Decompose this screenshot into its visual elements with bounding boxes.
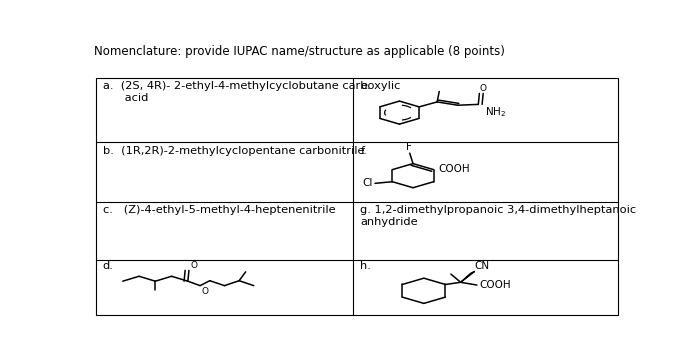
Text: NH$_2$: NH$_2$: [485, 105, 506, 119]
Text: a.  (2S, 4R)- 2-ethyl-4-methylcyclobutane carboxylic
      acid: a. (2S, 4R)- 2-ethyl-4-methylcyclobutane…: [103, 82, 400, 103]
Text: CN: CN: [474, 261, 489, 271]
Polygon shape: [461, 271, 475, 282]
Text: O: O: [190, 261, 197, 269]
Text: COOH: COOH: [479, 280, 511, 290]
Text: c.   (Z)-4-ethyl-5-methyl-4-heptenenitrile: c. (Z)-4-ethyl-5-methyl-4-heptenenitrile: [103, 205, 335, 215]
Text: COOH: COOH: [438, 163, 470, 173]
Text: F: F: [406, 142, 412, 152]
Text: Nomenclature: provide IUPAC name/structure as applicable (8 points): Nomenclature: provide IUPAC name/structu…: [94, 45, 505, 58]
Text: e.: e.: [360, 82, 371, 91]
Text: b.  (1R,2R)-2-methylcyclopentane carbonitrile: b. (1R,2R)-2-methylcyclopentane carbonit…: [103, 146, 364, 156]
Text: g. 1,2-dimethylpropanoic 3,4-dimethylheptanoic
anhydride: g. 1,2-dimethylpropanoic 3,4-dimethylhep…: [360, 205, 636, 227]
Text: h.: h.: [360, 261, 371, 271]
Bar: [96, 78, 618, 315]
Text: O: O: [480, 84, 487, 93]
Text: Cl: Cl: [363, 178, 373, 188]
Text: f.: f.: [360, 146, 368, 156]
Text: d.: d.: [103, 261, 113, 271]
Text: O: O: [201, 287, 208, 296]
